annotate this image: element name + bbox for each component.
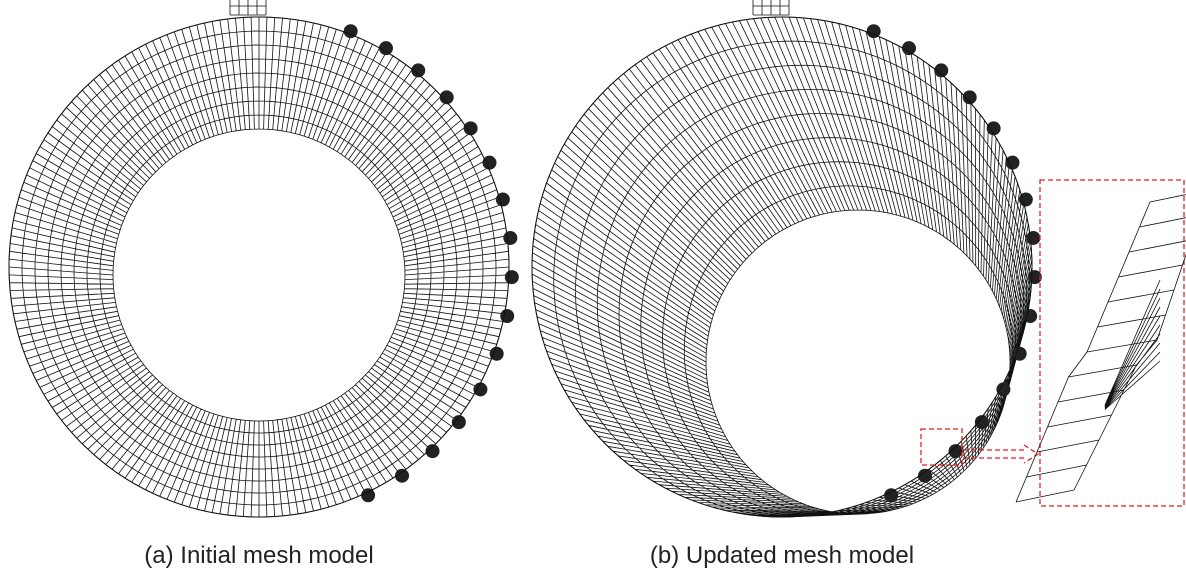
bump [500,309,514,323]
figure: (a) Initial mesh model (b) Updated mesh … [0,0,1186,577]
bump [482,156,496,170]
updated-mesh [532,0,1042,517]
bump [505,270,519,284]
bump [503,231,517,245]
initial-mesh [9,0,519,517]
bump [902,41,916,55]
bump [379,41,393,55]
bump [1023,309,1037,323]
zoom-box [1040,180,1184,506]
bump [1026,231,1040,245]
bump [996,382,1010,396]
caption: (a) Initial mesh model [144,542,373,569]
bump [361,488,375,502]
zoom-lines [1016,190,1186,502]
bump [1005,156,1019,170]
bump [884,488,898,502]
caption: (b) Updated mesh model [650,542,914,569]
bump [473,382,487,396]
zoomed-mesh [1016,190,1186,502]
